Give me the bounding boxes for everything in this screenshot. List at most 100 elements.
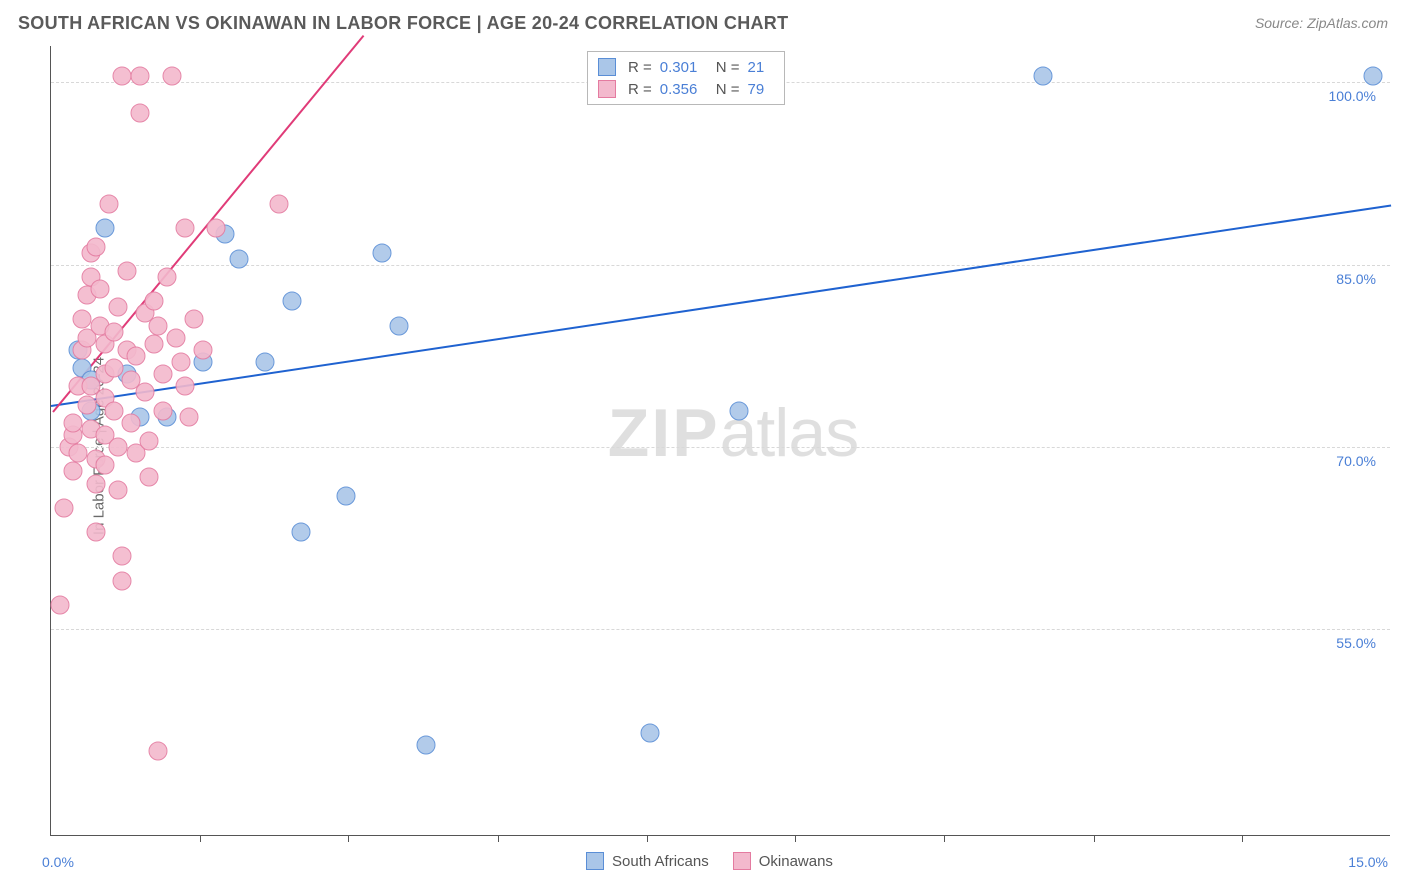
scatter-point [158, 267, 177, 286]
y-tick-label: 70.0% [1336, 453, 1376, 469]
scatter-point [180, 407, 199, 426]
scatter-point [153, 365, 172, 384]
legend-swatch [598, 80, 616, 98]
scatter-point [193, 340, 212, 359]
scatter-point [162, 67, 181, 86]
y-tick-label: 55.0% [1336, 635, 1376, 651]
scatter-point [144, 334, 163, 353]
scatter-point [140, 468, 159, 487]
scatter-point [283, 292, 302, 311]
scatter-point [269, 195, 288, 214]
legend-item: South Africans [586, 852, 709, 870]
scatter-point [50, 596, 69, 615]
trend-line [51, 204, 1391, 407]
scatter-point [167, 328, 186, 347]
stats-legend: R = 0.301 N = 21 R = 0.356 N = 79 [587, 51, 785, 105]
scatter-point [417, 735, 436, 754]
x-axis-min-label: 0.0% [42, 854, 74, 870]
x-tick [498, 835, 499, 842]
stat-r-value: 0.356 [660, 81, 704, 98]
scatter-point [153, 401, 172, 420]
source-attribution: Source: ZipAtlas.com [1255, 15, 1388, 31]
scatter-point [64, 413, 83, 432]
scatter-point [100, 195, 119, 214]
scatter-point [176, 377, 195, 396]
legend-item: Okinawans [733, 852, 833, 870]
scatter-point [73, 310, 92, 329]
scatter-point [113, 571, 132, 590]
stat-r-label: R = [628, 81, 652, 98]
scatter-point [113, 67, 132, 86]
x-axis-max-label: 15.0% [1348, 854, 1388, 870]
chart-container: SOUTH AFRICAN VS OKINAWAN IN LABOR FORCE… [0, 0, 1406, 892]
scatter-point [86, 474, 105, 493]
y-tick-label: 85.0% [1336, 271, 1376, 287]
scatter-point [176, 219, 195, 238]
scatter-point [135, 383, 154, 402]
scatter-point [109, 298, 128, 317]
scatter-point [55, 498, 74, 517]
x-tick [200, 835, 201, 842]
y-tick-label: 100.0% [1329, 88, 1376, 104]
stat-r-label: R = [628, 59, 652, 76]
scatter-point [109, 480, 128, 499]
scatter-point [1364, 67, 1383, 86]
scatter-point [1033, 67, 1052, 86]
stat-n-value: 79 [748, 81, 774, 98]
scatter-point [104, 322, 123, 341]
grid-line [51, 447, 1390, 448]
scatter-point [372, 243, 391, 262]
stat-n-label: N = [716, 59, 740, 76]
x-tick [647, 835, 648, 842]
scatter-point [390, 316, 409, 335]
scatter-point [126, 346, 145, 365]
scatter-point [68, 444, 87, 463]
scatter-point [144, 292, 163, 311]
stats-row: R = 0.301 N = 21 [598, 56, 774, 78]
scatter-point [229, 249, 248, 268]
scatter-point [149, 741, 168, 760]
legend-label: South Africans [612, 853, 709, 870]
grid-line [51, 265, 1390, 266]
series-legend: South Africans Okinawans [586, 852, 833, 870]
stat-r-value: 0.301 [660, 59, 704, 76]
scatter-point [149, 316, 168, 335]
scatter-point [86, 523, 105, 542]
scatter-point [131, 103, 150, 122]
grid-line [51, 629, 1390, 630]
legend-swatch [733, 852, 751, 870]
scatter-point [336, 486, 355, 505]
stat-n-value: 21 [748, 59, 774, 76]
scatter-point [292, 523, 311, 542]
stats-row: R = 0.356 N = 79 [598, 78, 774, 100]
scatter-point [640, 723, 659, 742]
watermark-zip: ZIP [608, 395, 720, 471]
x-tick [348, 835, 349, 842]
legend-swatch [598, 58, 616, 76]
scatter-point [91, 280, 110, 299]
scatter-point [140, 432, 159, 451]
chart-title: SOUTH AFRICAN VS OKINAWAN IN LABOR FORCE… [18, 13, 788, 34]
x-tick [795, 835, 796, 842]
x-tick [944, 835, 945, 842]
scatter-point [64, 462, 83, 481]
scatter-point [207, 219, 226, 238]
plot-area: ZIPatlas 55.0%70.0%85.0%100.0%R =0.301N … [50, 46, 1390, 836]
scatter-point [77, 395, 96, 414]
scatter-point [109, 438, 128, 457]
scatter-point [184, 310, 203, 329]
scatter-point [113, 547, 132, 566]
scatter-point [122, 413, 141, 432]
chart-header: SOUTH AFRICAN VS OKINAWAN IN LABOR FORCE… [0, 0, 1406, 46]
x-tick [1094, 835, 1095, 842]
scatter-point [117, 261, 136, 280]
scatter-point [256, 353, 275, 372]
stat-n-label: N = [716, 81, 740, 98]
scatter-point [171, 353, 190, 372]
scatter-point [86, 237, 105, 256]
scatter-point [104, 401, 123, 420]
scatter-point [95, 219, 114, 238]
scatter-point [729, 401, 748, 420]
scatter-point [131, 67, 150, 86]
scatter-point [104, 359, 123, 378]
